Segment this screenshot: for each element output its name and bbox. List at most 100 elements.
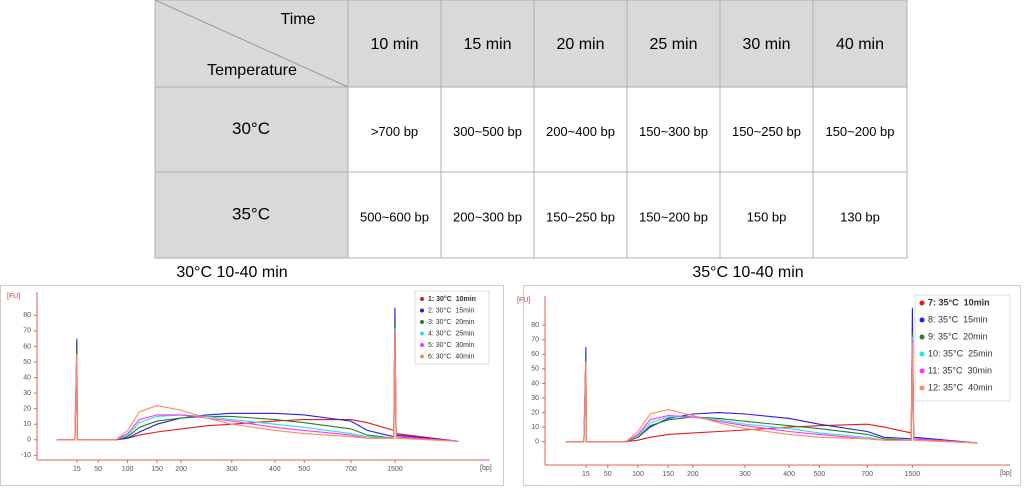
table-cell: [626, 0, 721, 88]
row-header: 35°C: [232, 204, 270, 223]
table-cell: [347, 0, 442, 88]
y-tick-label: 50: [23, 359, 31, 366]
y-tick-label: 60: [23, 343, 31, 350]
y-tick-label: 10: [531, 424, 539, 431]
y-tick-label: 70: [23, 328, 31, 335]
y-tick-label: 70: [531, 337, 539, 344]
series-line: [56, 330, 459, 442]
legend-swatch: [919, 300, 925, 306]
table-cell: [440, 0, 535, 88]
legend-label: 10: 35°C 25min: [928, 348, 993, 358]
legend-label: 1: 30°C 10min: [428, 295, 476, 303]
table-cell: [626, 86, 721, 173]
legend-label: 12: 35°C 40min: [928, 382, 993, 392]
x-tick-label: 1500: [387, 466, 403, 473]
y-tick-label: 80: [531, 322, 539, 329]
table-cell: [347, 171, 442, 259]
corner-diagonal: [154, 0, 349, 88]
y-tick-label: 30: [23, 390, 31, 397]
x-tick-label: 400: [269, 466, 281, 473]
table-cell: [440, 86, 535, 173]
table-cell: [812, 86, 908, 173]
table-cell-text: 150~300 bp: [639, 124, 708, 139]
chart-title: 30°C 10-40 min: [176, 264, 287, 281]
x-tick-label: 200: [175, 466, 187, 473]
y-tick-label: 30: [531, 395, 539, 402]
x-axis-label: [bp]: [1000, 470, 1012, 477]
legend-swatch: [919, 334, 925, 340]
table-cell: [154, 86, 349, 173]
table-cell-text: 150~200 bp: [639, 209, 708, 224]
table-cell: [533, 0, 628, 88]
column-header: 20 min: [556, 36, 604, 53]
table-cell: [719, 86, 814, 173]
legend-swatch: [919, 368, 925, 374]
table-cell-text: >700 bp: [371, 124, 418, 139]
table-cell-text: 300~500 bp: [453, 124, 522, 139]
table-cell-text: 200~300 bp: [453, 209, 522, 224]
y-tick-label: -10: [21, 452, 31, 459]
x-tick-label: 15: [73, 466, 81, 473]
y-tick-label: 20: [531, 409, 539, 416]
table-cell: [440, 171, 535, 259]
table-cell: [154, 171, 349, 259]
legend-swatch: [919, 317, 925, 323]
y-tick-label: 40: [23, 374, 31, 381]
legend-box: [914, 294, 1011, 402]
column-header: 30 min: [742, 36, 790, 53]
table-cell: [719, 0, 814, 88]
table-cell-text: 200~400 bp: [546, 124, 615, 139]
column-header: 25 min: [649, 36, 697, 53]
x-tick-label: 200: [687, 471, 699, 478]
corner-top: Time: [281, 11, 316, 28]
x-axis-label: [bp]: [480, 465, 492, 472]
legend-label: 6: 30°C 40min: [428, 352, 474, 360]
table-cell-text: 150 bp: [747, 209, 787, 224]
legend-swatch: [420, 331, 424, 336]
x-tick-label: 300: [739, 471, 751, 478]
table-cell-text: 130 bp: [840, 209, 880, 224]
table-cell-text: 150~250 bp: [732, 124, 801, 139]
legend-label: 9: 35°C 20min: [928, 331, 988, 341]
legend-label: 8: 35°C 15min: [928, 314, 988, 324]
series-line: [565, 342, 978, 444]
y-tick-label: 10: [23, 421, 31, 428]
x-tick-label: 50: [94, 466, 102, 473]
y-tick-label: 60: [531, 351, 539, 358]
table-cell: [626, 171, 721, 259]
legend-label: 11: 35°C 30min: [928, 365, 992, 375]
x-tick-label: 100: [632, 471, 644, 478]
legend-swatch: [420, 354, 424, 359]
legend-label: 4: 30°C 25min: [428, 329, 474, 337]
column-header: 15 min: [463, 36, 511, 53]
legend-swatch: [420, 343, 424, 347]
legend-label: 2: 30°C 15min: [428, 306, 474, 314]
x-tick-label: 150: [151, 466, 163, 473]
y-tick-label: 50: [531, 366, 539, 373]
table-cell: [533, 86, 628, 173]
legend-label: 7: 35°C 10min: [928, 297, 990, 307]
legend-swatch: [919, 385, 925, 391]
table-cell: [812, 171, 908, 259]
legend-swatch: [420, 308, 424, 313]
legend-label: 5: 30°C 30min: [428, 341, 474, 349]
x-tick-label: 300: [226, 466, 238, 473]
x-tick-label: 100: [122, 466, 134, 473]
legend-label: 3: 30°C 20min: [428, 318, 474, 326]
y-tick-label: 0: [27, 437, 31, 444]
chart-title: 35°C 10-40 min: [692, 264, 803, 281]
y-tick-label: 80: [23, 312, 31, 319]
corner-bottom: Temperature: [207, 62, 297, 79]
column-header: 10 min: [370, 36, 418, 53]
y-axis-label: [FU]: [7, 293, 20, 300]
y-tick-label: 20: [23, 406, 31, 413]
column-header: 40 min: [836, 36, 884, 53]
y-axis-label: [FU]: [517, 297, 530, 304]
legend-swatch: [919, 351, 925, 357]
row-header: 30°C: [232, 119, 270, 138]
legend-box: [414, 290, 490, 365]
x-tick-label: 50: [604, 471, 612, 478]
x-tick-label: 700: [345, 466, 357, 473]
x-tick-label: 15: [582, 471, 590, 478]
